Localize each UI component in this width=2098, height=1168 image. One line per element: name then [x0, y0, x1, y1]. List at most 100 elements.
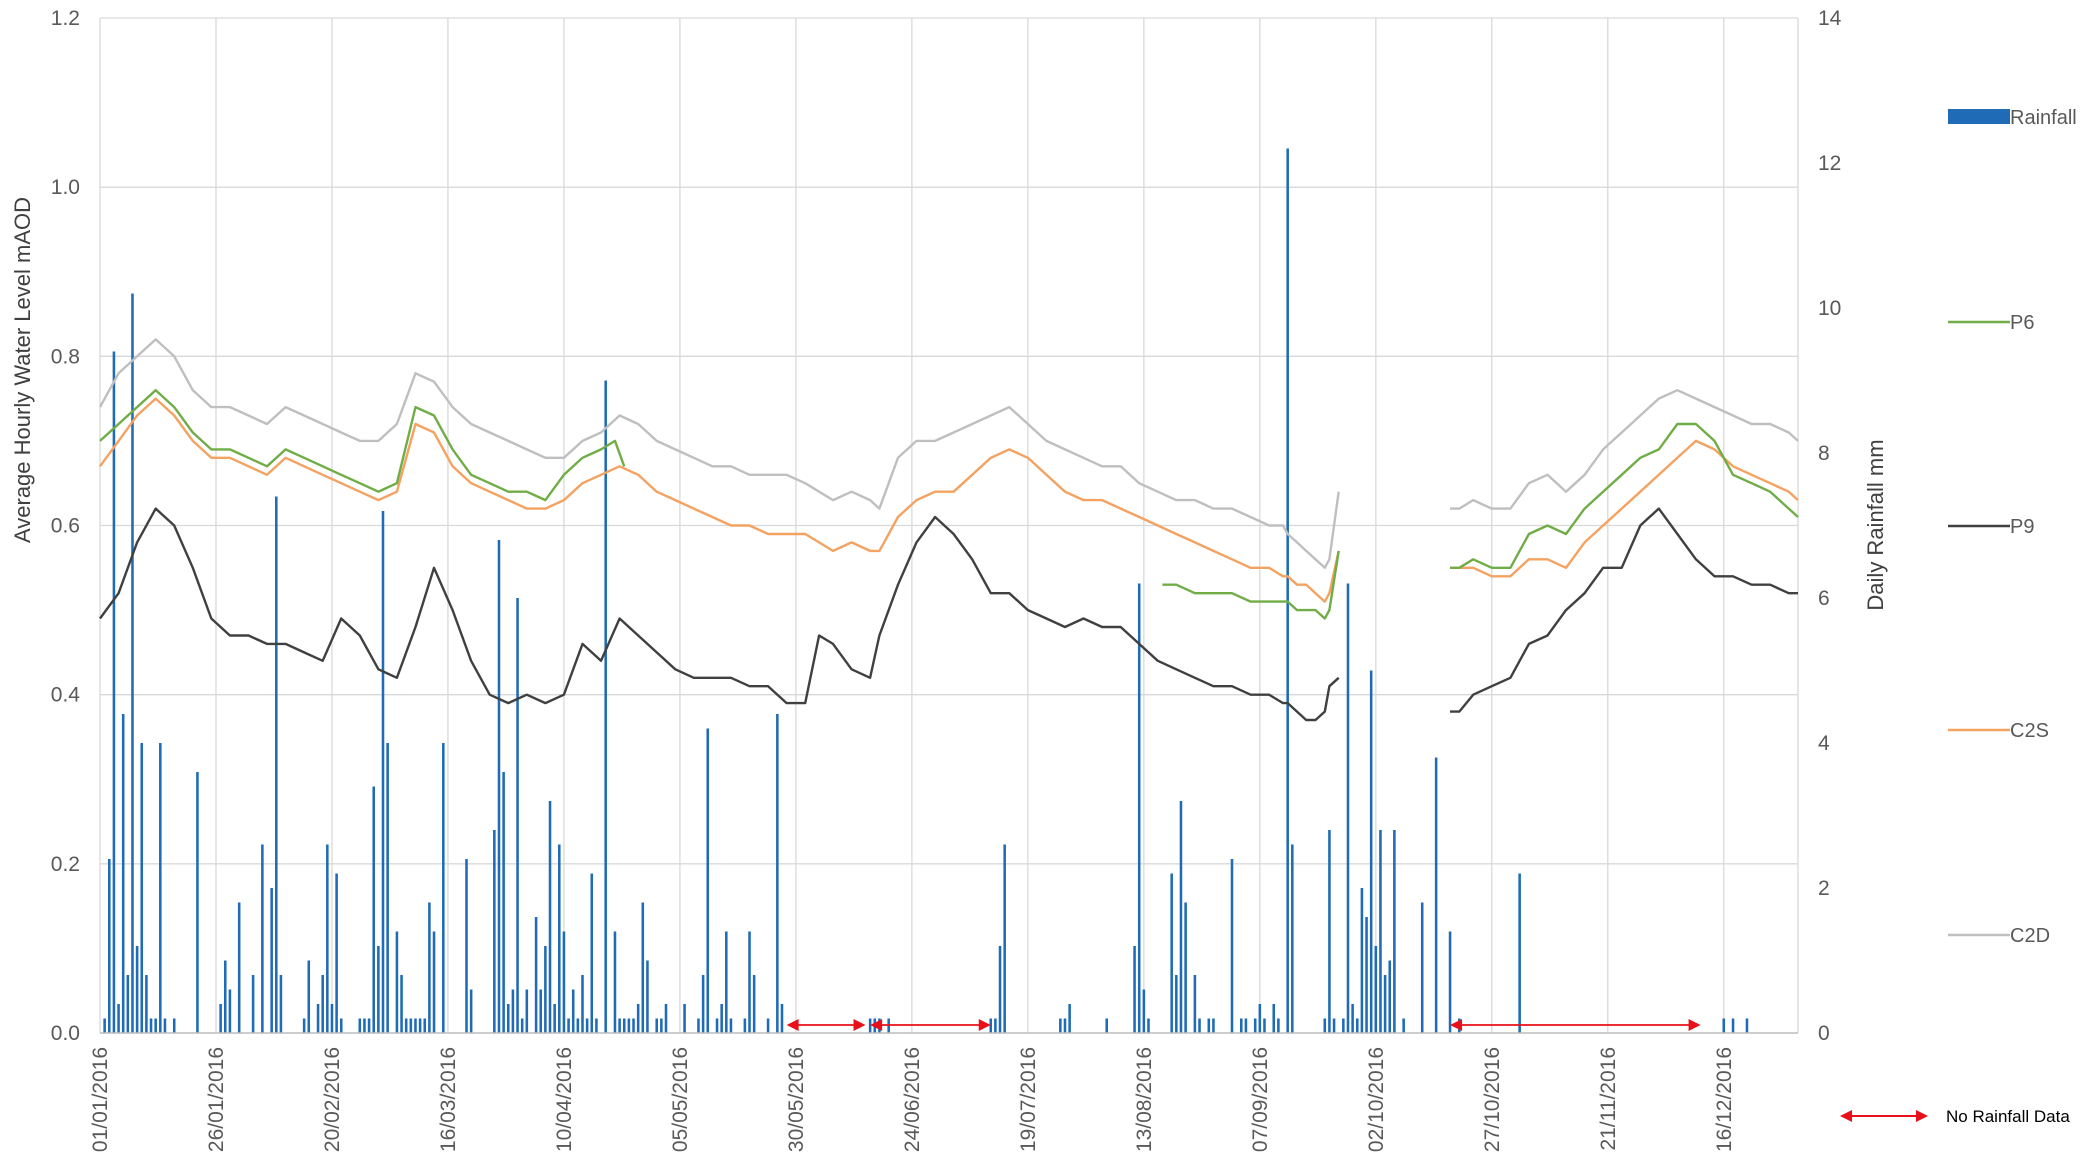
rainfall-bar: [414, 1018, 417, 1033]
rainfall-bar: [1133, 946, 1136, 1033]
rainfall-bar: [326, 844, 329, 1033]
rainfall-bar: [363, 1018, 366, 1033]
x-tick-label: 27/10/2016: [1481, 1047, 1504, 1152]
legend: Rainfall P6 P9 C2S C2D: [1948, 107, 2077, 947]
rainfall-bar: [1263, 1018, 1266, 1033]
rainfall-bar: [108, 859, 111, 1033]
rainfall-bar: [126, 975, 130, 1033]
rainfall-bar: [1448, 931, 1452, 1033]
rainfall-bar: [140, 743, 144, 1033]
no-data-legend-arrowhead-left: [1840, 1110, 1852, 1122]
rainfall-bar: [590, 873, 594, 1033]
y-tick-label-right: 8: [1818, 442, 1830, 465]
rainfall-bar: [1212, 1018, 1215, 1033]
y-tick-label-right: 12: [1818, 152, 1841, 175]
rainfall-bar: [553, 1004, 556, 1033]
rainfall-bar: [576, 1018, 580, 1033]
x-tick-label: 10/04/2016: [553, 1047, 576, 1152]
rainfall-bar: [372, 786, 375, 1033]
rainfall-bar: [632, 1018, 635, 1033]
rainfall-bar: [497, 540, 501, 1033]
line-p6: [99, 389, 1799, 620]
rainfall-bar: [339, 1018, 343, 1033]
rainfall-bar: [1184, 902, 1187, 1033]
rainfall-bar: [316, 1004, 320, 1033]
rainfall-bar: [581, 975, 584, 1033]
rainfall-bar: [1374, 946, 1378, 1033]
rainfall-bar: [989, 1018, 993, 1033]
rainfall-bar: [1379, 830, 1382, 1033]
rainfall-bar: [636, 1004, 640, 1033]
rainfall-bar: [1518, 873, 1521, 1033]
rainfall-bar: [469, 989, 473, 1033]
rainfall-bar: [1179, 801, 1183, 1033]
x-tick-label: 21/11/2016: [1597, 1047, 1620, 1151]
rainfall-bar: [1383, 975, 1387, 1033]
x-tick-label: 05/05/2016: [669, 1047, 692, 1152]
rainfall-bar: [251, 975, 255, 1033]
rainfall-bar: [664, 1004, 668, 1033]
legend-label-p9: P9: [2010, 516, 2034, 538]
rainfall-bar: [1253, 1018, 1257, 1033]
rainfall-bar: [1328, 830, 1331, 1033]
rainfall-bar: [544, 946, 547, 1033]
rainfall-bar: [1105, 1018, 1109, 1033]
rainfall-bar: [1393, 830, 1396, 1033]
rainfall-bar: [149, 1018, 153, 1033]
no-rainfall-data-legend: No Rainfall Data: [1840, 1107, 2070, 1126]
rainfall-bar: [302, 1018, 306, 1033]
rainfall-bar: [585, 1018, 589, 1033]
line-c2d: [98, 338, 1799, 569]
rainfall-bar: [1059, 1018, 1062, 1033]
y-tick-label-left: 0.4: [51, 684, 81, 707]
rainfall-bar: [131, 293, 134, 1033]
y-tick-label-left: 1.0: [51, 176, 80, 199]
rainfall-bar: [562, 931, 566, 1033]
rainfall-bar: [525, 989, 529, 1033]
rainfall-bar: [1402, 1018, 1405, 1033]
line-p9: [99, 507, 1798, 722]
rainfall-bar: [511, 989, 515, 1033]
rainfall-bar: [655, 1018, 658, 1033]
rainfall-bar: [279, 975, 283, 1033]
legend-label-c2s: C2S: [2010, 720, 2049, 742]
y-axis-right-title: Daily Rainfall mm: [1863, 439, 1888, 610]
rainfall-bar: [502, 772, 505, 1033]
rainfall-bar: [442, 743, 445, 1033]
axes: 0.0 0.2 0.4 0.6 0.8 1.0 1.2 0 2 4 6 8 10 12 14 01/01/20…: [51, 7, 1842, 1152]
rainfall-bar: [604, 380, 607, 1033]
line-c2s: [99, 397, 1799, 603]
rainfall-bar: [1258, 1004, 1262, 1033]
y-tick-label-right: 14: [1818, 7, 1842, 30]
rainfall-bar: [377, 946, 380, 1033]
rainfall-bar: [1434, 757, 1438, 1033]
rainfall-bar: [998, 946, 1002, 1033]
rainfall-bar: [520, 1018, 524, 1033]
rainfall-bar: [1745, 1018, 1749, 1033]
rainfall-bar: [683, 1004, 686, 1033]
rainfall-bar: [1731, 1018, 1735, 1033]
rainfall-bar: [237, 902, 241, 1033]
x-tick-label: 30/05/2016: [785, 1047, 808, 1152]
rainfall-bar: [159, 743, 162, 1033]
rainfall-bar: [330, 1004, 334, 1033]
rainfall-bar: [465, 859, 468, 1033]
rainfall-bar: [1286, 148, 1289, 1033]
x-tick-label: 02/10/2016: [1365, 1047, 1388, 1152]
rainfall-bar: [381, 511, 385, 1033]
rainfall-bar: [1360, 888, 1364, 1033]
rainfall-bar: [103, 1018, 106, 1033]
rainfall-bar: [1240, 1018, 1243, 1033]
rainfall-bar: [548, 801, 552, 1033]
rainfall-bar: [516, 598, 519, 1033]
rainfall-bar: [1369, 670, 1373, 1033]
rainfall-bar: [1722, 1018, 1726, 1033]
rainfall-bar: [386, 743, 389, 1033]
rainfall-bar: [1355, 1018, 1359, 1033]
rainfall-bar: [1170, 873, 1173, 1033]
rainfall-bar: [135, 946, 139, 1033]
rainfall-bar: [780, 1004, 784, 1033]
rainfall-bar: [154, 1018, 157, 1033]
y-tick-label-left: 0.6: [51, 515, 80, 538]
